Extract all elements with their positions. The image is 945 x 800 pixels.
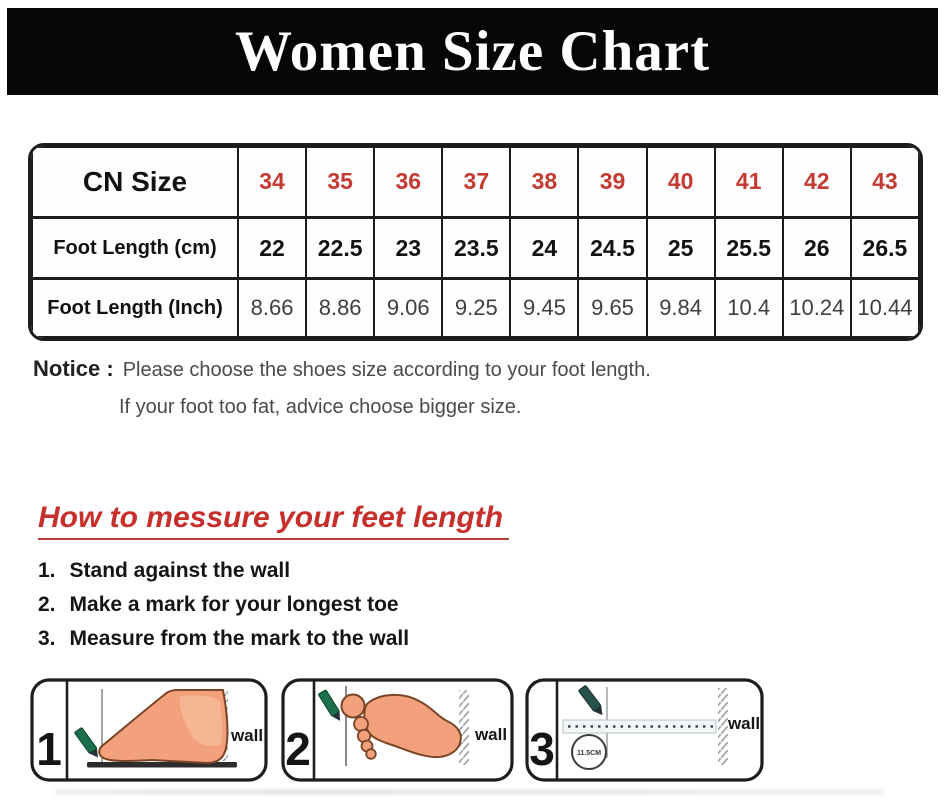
size-cell: 34 — [236, 146, 308, 219]
notice-label: Notice : — [33, 356, 114, 381]
size-cell: 36 — [373, 146, 444, 219]
step-number: 2. — [38, 593, 56, 616]
cm-cell: 26 — [781, 215, 852, 280]
cm-cell: 26.5 — [849, 215, 920, 280]
size-cell: 42 — [781, 146, 852, 219]
inch-cell: 8.66 — [236, 277, 308, 338]
cm-cell: 23 — [373, 215, 444, 280]
inch-cell: 10.4 — [713, 277, 784, 338]
table-row-sizes: CN Size 34 35 36 37 38 39 40 41 42 43 — [31, 146, 920, 219]
panel-1-side-foot-illustration: 1 wall — [30, 678, 268, 782]
panel-3-measure-illustration: 3 11.5CM wall — [525, 678, 764, 782]
table-row-cm: Foot Length (cm) 22 22.5 23 23.5 24 24.5… — [31, 215, 920, 280]
cm-cell: 23.5 — [441, 215, 512, 280]
measurement-value: 11.5CM — [577, 750, 601, 757]
cm-cell: 22 — [236, 215, 308, 280]
inch-cell: 9.45 — [509, 277, 580, 338]
cropped-next-section-edge — [55, 789, 885, 795]
measurement-circle — [571, 734, 607, 770]
size-cell: 37 — [441, 146, 512, 219]
inch-cell: 9.65 — [577, 277, 648, 338]
notice-block: Notice : Please choose the shoes size ac… — [33, 354, 651, 422]
wall-label: wall — [727, 714, 760, 733]
size-cell: 39 — [577, 146, 648, 219]
step-number: 1. — [38, 559, 56, 582]
title-banner: Women Size Chart — [7, 8, 938, 95]
table-corner-header: CN Size — [31, 146, 239, 219]
row-label-cm: Foot Length (cm) — [31, 215, 239, 280]
toe — [353, 716, 369, 732]
panel-2-footprint-illustration: 2 wall — [281, 678, 514, 782]
step-text: Make a mark for your longest toe — [69, 593, 399, 616]
page-title: Women Size Chart — [234, 20, 711, 83]
panel-number: 2 — [285, 723, 311, 775]
big-toe — [340, 693, 366, 719]
step-number: 3. — [38, 627, 56, 650]
inch-cell: 10.44 — [849, 277, 920, 338]
inch-cell: 9.84 — [645, 277, 716, 338]
panel-number: 1 — [36, 723, 62, 775]
howto-steps: 1. Stand against the wall 2. Make a mark… — [38, 554, 409, 656]
wall-hatch — [718, 688, 728, 765]
size-cell: 35 — [305, 146, 376, 219]
pencil-icon — [578, 685, 603, 716]
toe — [365, 748, 377, 760]
size-cell: 43 — [849, 146, 920, 219]
foot-highlight — [179, 695, 223, 746]
cm-cell: 24.5 — [577, 215, 648, 280]
notice-line-2: If your foot too fat, advice choose bigg… — [119, 396, 522, 418]
panel-number: 3 — [529, 723, 555, 775]
wall-label: wall — [230, 726, 263, 745]
inch-cell: 10.24 — [781, 277, 852, 338]
pencil-icon — [318, 689, 341, 721]
list-item: 3. Measure from the mark to the wall — [38, 622, 409, 656]
inch-cell: 9.06 — [373, 277, 444, 338]
howto-heading: How to messure your feet length — [38, 501, 510, 540]
cm-cell: 22.5 — [305, 215, 376, 280]
size-table: CN Size 34 35 36 37 38 39 40 41 42 43 Fo… — [28, 143, 923, 341]
list-item: 1. Stand against the wall — [38, 554, 409, 588]
list-item: 2. Make a mark for your longest toe — [38, 588, 409, 622]
size-cell: 38 — [509, 146, 580, 219]
row-label-inch: Foot Length (Inch) — [31, 277, 239, 338]
step-text: Measure from the mark to the wall — [69, 627, 410, 650]
step-text: Stand against the wall — [69, 559, 291, 582]
measuring-strip — [562, 719, 717, 734]
cm-cell: 24 — [509, 215, 580, 280]
notice-line-1: Please choose the shoes size according t… — [122, 359, 651, 381]
size-cell: 41 — [713, 146, 784, 219]
cm-cell: 25 — [645, 215, 716, 280]
pencil-icon — [74, 727, 98, 758]
table-row-inch: Foot Length (Inch) 8.66 8.86 9.06 9.25 9… — [31, 277, 920, 338]
wall-label: wall — [474, 725, 507, 744]
inch-cell: 9.25 — [441, 277, 512, 338]
size-cell: 40 — [645, 146, 716, 219]
cm-cell: 25.5 — [713, 215, 784, 280]
inch-cell: 8.86 — [305, 277, 376, 338]
wall-hatch — [459, 690, 469, 765]
